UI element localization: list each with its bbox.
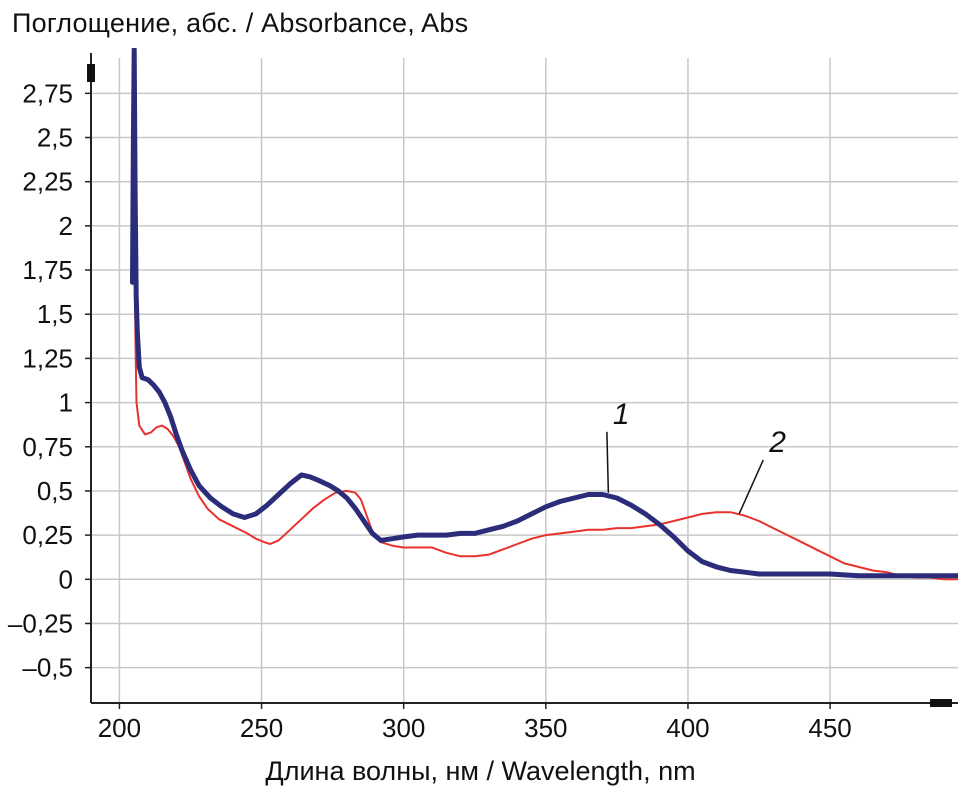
x-tick-label: 250	[240, 713, 283, 743]
y-tick-label: 1,25	[22, 343, 73, 373]
axes	[85, 53, 958, 709]
y-tick-label: 0	[59, 564, 73, 594]
x-tick-label: 350	[524, 713, 567, 743]
y-tick-label: 2,5	[37, 123, 73, 153]
y-axis-title: Поглощение, абс. / Absorbance, Abs	[12, 8, 469, 38]
y-tick-label: 1,75	[22, 255, 73, 285]
y-tick-label: 0,25	[22, 520, 73, 550]
x-axis-end-marker	[930, 699, 952, 707]
y-tick-label: 1,5	[37, 299, 73, 329]
y-tick-label: –0,25	[8, 608, 73, 638]
x-tick-labels: 200 250 300 350 400 450	[98, 713, 852, 743]
y-tick-label: –0,5	[22, 653, 73, 683]
x-tick-label: 400	[666, 713, 709, 743]
curve-annotations: 12	[606, 398, 786, 515]
x-axis-title: Длина волны, нм / Wavelength, nm	[265, 756, 696, 786]
annotation-leader-2	[738, 459, 764, 515]
x-tick-label: 200	[98, 713, 141, 743]
y-tick-label: 2,75	[22, 78, 73, 108]
annotation-leader-1	[606, 431, 610, 493]
annotation-label-1: 1	[613, 398, 630, 431]
y-tick-labels: 2,75 2,5 2,25 2 1,75 1,5 1,25 1 0,75 0,5 0,25 0 –0,2…	[8, 78, 73, 682]
series-lines	[130, 48, 958, 581]
x-tick-label: 450	[808, 713, 851, 743]
y-tick-label: 2,25	[22, 167, 73, 197]
y-tick-label: 2	[59, 211, 73, 241]
y-tick-label: 0,5	[37, 476, 73, 506]
y-axis-end-marker	[87, 64, 95, 82]
series-line-1	[130, 48, 958, 579]
y-tick-label: 0,75	[22, 432, 73, 462]
annotation-label-2: 2	[768, 426, 786, 459]
grid-lines	[91, 58, 958, 703]
y-tick-label: 1	[59, 388, 73, 418]
x-tick-label: 300	[382, 713, 425, 743]
